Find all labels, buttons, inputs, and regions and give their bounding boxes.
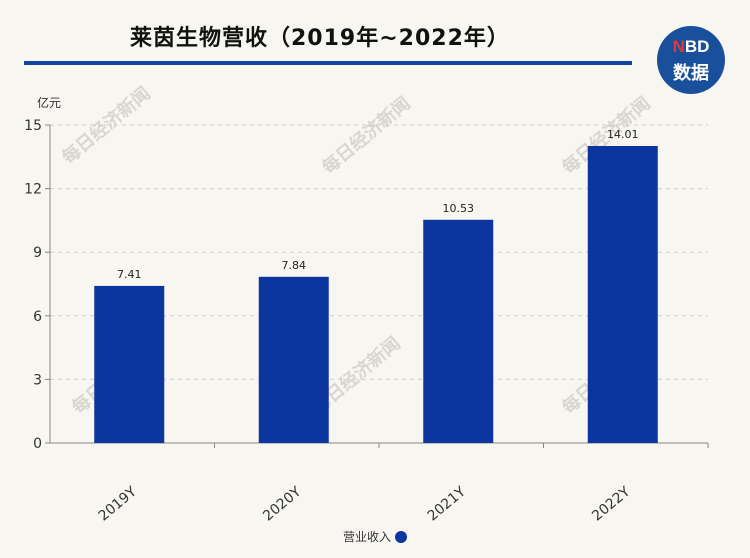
nbd-data-logo: NBD 数据 bbox=[657, 26, 725, 94]
y-tick-label: 15 bbox=[24, 118, 42, 134]
y-tick-label: 0 bbox=[33, 436, 42, 452]
bar bbox=[94, 285, 165, 443]
logo-bottom-text: 数据 bbox=[673, 63, 709, 84]
bar bbox=[423, 219, 494, 443]
y-tick-label: 12 bbox=[24, 182, 42, 198]
y-tick-label: 3 bbox=[33, 372, 42, 388]
logo-top-text: NBD bbox=[672, 37, 710, 56]
title-underline bbox=[24, 61, 632, 65]
data-label: 7.41 bbox=[117, 268, 142, 281]
bar bbox=[258, 276, 329, 443]
x-tick-label: 2020Y bbox=[260, 484, 304, 525]
legend-label: 营业收入 bbox=[342, 530, 391, 544]
bar bbox=[587, 145, 658, 443]
legend: 营业收入 bbox=[0, 528, 750, 545]
watermark-text: 每日经济新闻 bbox=[318, 92, 415, 178]
y-tick-label: 6 bbox=[33, 309, 42, 325]
x-tick-label: 2019Y bbox=[96, 484, 140, 525]
y-axis-unit-label: 亿元 bbox=[37, 95, 61, 110]
legend-swatch bbox=[395, 531, 407, 543]
data-label: 7.84 bbox=[282, 259, 307, 272]
y-tick-label: 9 bbox=[33, 245, 42, 261]
data-label: 10.53 bbox=[443, 202, 475, 215]
x-tick-label: 2022Y bbox=[589, 484, 633, 525]
data-label: 14.01 bbox=[607, 128, 639, 141]
x-tick-label: 2021Y bbox=[425, 484, 469, 525]
chart-title: 莱茵生物营收（2019年~2022年） bbox=[130, 26, 510, 51]
